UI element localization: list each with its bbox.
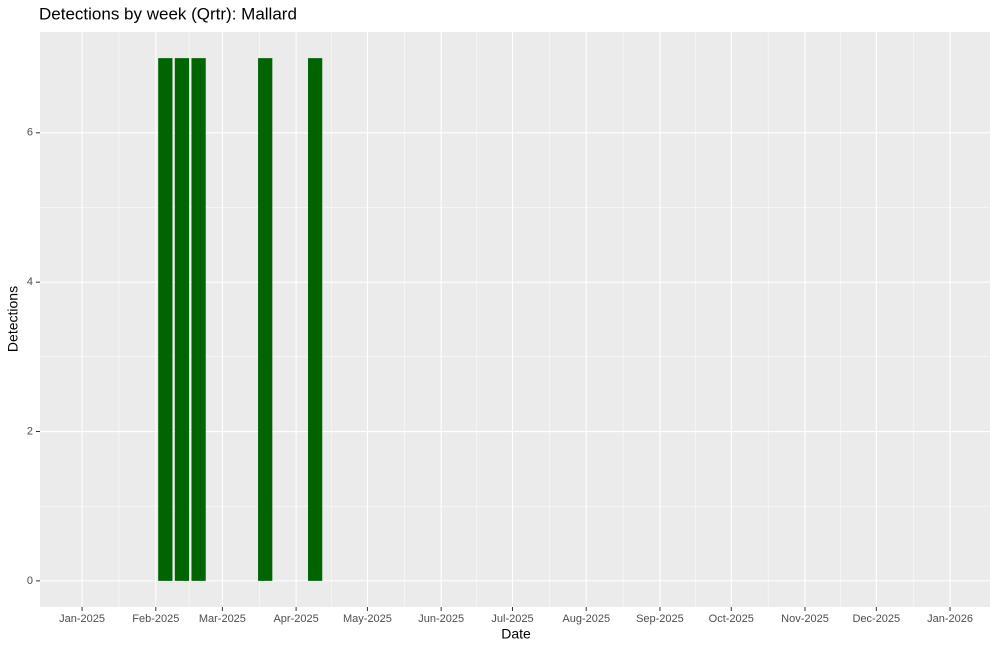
x-tick-label: Jan-2026 bbox=[927, 613, 973, 625]
y-tick-label: 6 bbox=[27, 127, 33, 139]
x-tick-label: Mar-2025 bbox=[199, 613, 246, 625]
x-tick-label: Jun-2025 bbox=[418, 613, 464, 625]
y-tick-label: 4 bbox=[27, 276, 33, 288]
x-tick-label: Sep-2025 bbox=[636, 613, 684, 625]
y-tick-label: 0 bbox=[27, 575, 33, 587]
bar bbox=[174, 58, 190, 581]
x-tick-label: Aug-2025 bbox=[562, 613, 610, 625]
x-tick-label: Oct-2025 bbox=[709, 613, 754, 625]
bar bbox=[191, 58, 206, 581]
x-tick-label: Nov-2025 bbox=[781, 613, 829, 625]
x-tick-label: Feb-2025 bbox=[132, 613, 179, 625]
chart-title: Detections by week (Qrtr): Mallard bbox=[39, 4, 297, 23]
x-axis-label: Date bbox=[501, 626, 531, 642]
marks bbox=[158, 58, 323, 581]
x-tick-label: Jul-2025 bbox=[491, 613, 533, 625]
bar bbox=[307, 58, 323, 581]
x-tick-label: Jan-2025 bbox=[59, 613, 105, 625]
bar bbox=[258, 58, 273, 581]
bar bbox=[158, 58, 173, 581]
x-tick-label: Dec-2025 bbox=[852, 613, 900, 625]
y-axis-label: Detections bbox=[5, 286, 21, 352]
x-tick-label: Apr-2025 bbox=[273, 613, 318, 625]
y-tick-label: 2 bbox=[27, 425, 33, 437]
x-tick-label: May-2025 bbox=[343, 613, 392, 625]
